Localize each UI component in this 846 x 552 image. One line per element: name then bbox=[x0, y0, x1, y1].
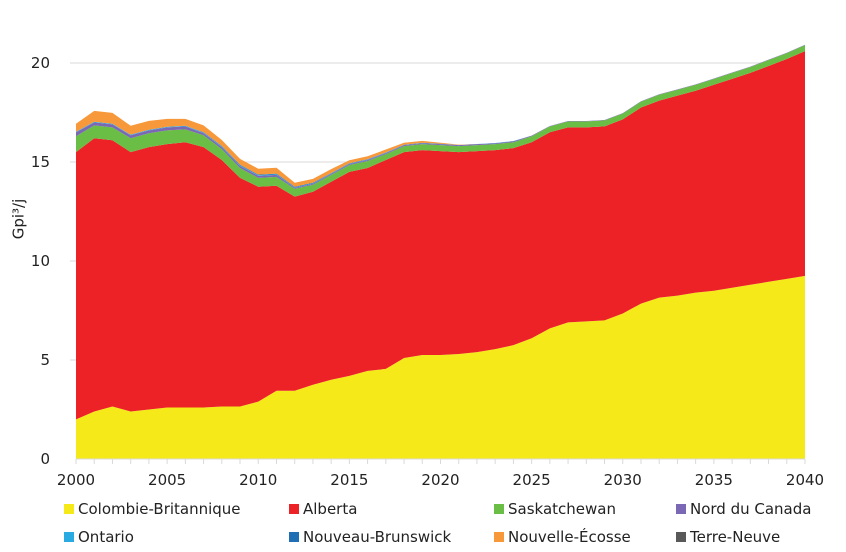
x-tick-label: 2005 bbox=[148, 471, 186, 489]
legend-item: Nouvelle-Écosse bbox=[494, 528, 631, 546]
legend-label: Saskatchewan bbox=[508, 500, 616, 518]
area-alberta bbox=[76, 51, 805, 420]
x-tick-label: 2015 bbox=[330, 471, 368, 489]
y-axis-label: Gpi³/j bbox=[9, 198, 28, 240]
legend-swatch bbox=[676, 504, 686, 514]
x-tick-label: 2030 bbox=[604, 471, 642, 489]
legend-swatch bbox=[64, 532, 74, 542]
legend: Colombie-Britannique Alberta Saskatchewan N… bbox=[0, 496, 846, 552]
legend-item: Saskatchewan bbox=[494, 500, 616, 518]
x-tick-label: 2040 bbox=[786, 471, 824, 489]
legend-swatch bbox=[289, 504, 299, 514]
area-colombie-britannique bbox=[76, 275, 805, 459]
legend-item: Alberta bbox=[289, 500, 357, 518]
legend-label: Colombie-Britannique bbox=[78, 500, 241, 518]
y-tick-label: 5 bbox=[40, 351, 50, 369]
legend-label: Alberta bbox=[303, 500, 358, 518]
area-series bbox=[76, 44, 805, 459]
legend-label: Terre-Neuve bbox=[690, 528, 781, 546]
x-tick-label: 2010 bbox=[239, 471, 277, 489]
y-tick-label: 10 bbox=[31, 252, 50, 270]
legend-item: Colombie-Britannique bbox=[64, 500, 241, 518]
legend-item: Terre-Neuve bbox=[676, 528, 780, 546]
x-tick-label: 2025 bbox=[513, 471, 551, 489]
legend-item: Nord du Canada bbox=[676, 500, 811, 518]
legend-label: Nouvelle-Écosse bbox=[508, 528, 631, 546]
y-tick-label: 0 bbox=[40, 450, 50, 468]
legend-label: Nouveau-Brunswick bbox=[303, 528, 452, 546]
legend-swatch bbox=[494, 532, 504, 542]
x-tick-label: 2000 bbox=[57, 471, 95, 489]
x-tick-label: 2020 bbox=[421, 471, 459, 489]
legend-swatch bbox=[64, 504, 74, 514]
legend-item: Nouveau-Brunswick bbox=[289, 528, 451, 546]
legend-swatch bbox=[494, 504, 504, 514]
y-tick-label: 20 bbox=[31, 54, 50, 72]
legend-swatch bbox=[676, 532, 686, 542]
y-tick-label: 15 bbox=[31, 153, 50, 171]
legend-swatch bbox=[289, 532, 299, 542]
legend-label: Ontario bbox=[78, 528, 134, 546]
legend-label: Nord du Canada bbox=[690, 500, 812, 518]
x-tick-label: 2035 bbox=[695, 471, 733, 489]
axes: 0 5 10 15 20 2000 2005 2010 2015 2020 2025 2030 2035… bbox=[31, 54, 824, 489]
legend-item: Ontario bbox=[64, 528, 134, 546]
